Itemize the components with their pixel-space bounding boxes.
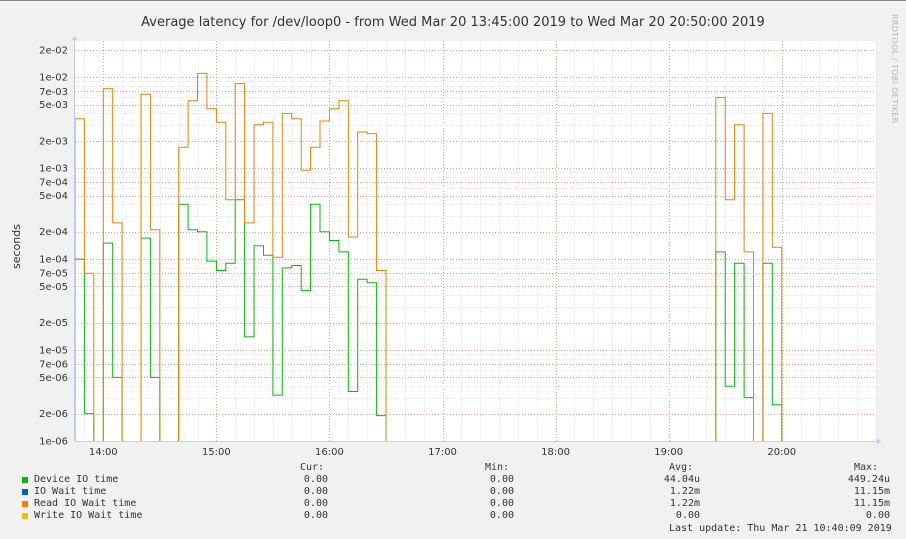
- legend-header-max: Max:: [854, 462, 879, 473]
- y-tick-label: 7e-03: [39, 87, 68, 98]
- x-tick-label: 15:00: [202, 447, 231, 458]
- axes: [71, 36, 881, 445]
- y-tick-label: 2e-04: [39, 227, 68, 238]
- rrdtool-watermark: RRDTOOL / TOBI OETIKER: [890, 14, 899, 124]
- plot-area: [75, 41, 876, 441]
- y-tick-label: 1e-04: [39, 255, 68, 266]
- last-update: Last update: Thu Mar 21 10:40:09 2019: [669, 523, 892, 534]
- y-tick-label: 2e-03: [39, 136, 68, 147]
- legend-name: Device IO time: [34, 474, 119, 485]
- y-axis-arrow: [71, 36, 78, 40]
- legend-max: 11.15m: [853, 486, 890, 497]
- y-tick-label: 1e-06: [39, 437, 68, 448]
- legend-max: 449.24u: [847, 474, 890, 485]
- x-tick-label: 20:00: [767, 447, 796, 458]
- y-tick-label: 7e-04: [39, 178, 68, 189]
- y-tick-label: 7e-06: [39, 360, 68, 371]
- legend-avg: 44.04u: [663, 474, 700, 485]
- x-tick-label: 19:00: [654, 447, 683, 458]
- legend-swatch-write-io-wait: [22, 513, 28, 519]
- top-border: [0, 0, 906, 1]
- legend-cur: 0.00: [303, 498, 328, 509]
- legend-avg: 1.22m: [669, 486, 700, 497]
- legend-avg: 0.00: [675, 510, 700, 521]
- legend-name: IO Wait time: [34, 486, 107, 497]
- series-line-device-io-time: [74, 199, 783, 441]
- y-tick-label: 2e-05: [39, 318, 68, 329]
- legend-cur: 0.00: [303, 486, 328, 497]
- latency-chart: 2e-02 1e-02 7e-03 5e-03 2e-03 1e-03 7e-04 5e-04…: [39, 36, 881, 458]
- y-tick-label: 1e-05: [39, 346, 68, 357]
- legend-row-write-io-wait: Write IO Wait time 0.00 0.00 0.00 0.00: [0, 510, 906, 522]
- y-tick-label: 2e-06: [39, 409, 68, 420]
- y-tick-label: 1e-02: [39, 73, 68, 84]
- x-tick-label: 14:00: [89, 447, 118, 458]
- legend-min: 0.00: [489, 510, 514, 521]
- legend-avg: 1.22m: [669, 498, 700, 509]
- y-tick-label: 5e-05: [39, 282, 68, 293]
- series-line-read-io-wait-time: [74, 72, 783, 441]
- legend-cur: 0.00: [303, 510, 328, 521]
- chart-title: Average latency for /dev/loop0 - from We…: [141, 15, 765, 30]
- legend-max: 11.15m: [853, 498, 890, 509]
- legend-row-device-io: Device IO time 0.00 0.00 44.04u 449.24u: [0, 474, 906, 486]
- y-tick-labels: 2e-02 1e-02 7e-03 5e-03 2e-03 1e-03 7e-04 5e-04…: [39, 45, 68, 447]
- legend-row-io-wait: IO Wait time 0.00 0.00 1.22m 11.15m: [0, 486, 906, 498]
- legend-swatch-device-io: [22, 477, 28, 483]
- x-tick-labels: 14:00 15:00 16:00 17:00 18:00 19:00 20:00: [89, 447, 796, 458]
- y-tick-label: 5e-04: [39, 191, 68, 202]
- y-tick-label: 2e-02: [39, 45, 68, 56]
- legend-swatch-io-wait: [22, 489, 28, 495]
- y-tick-label: 1e-03: [39, 164, 68, 175]
- y-tick-label: 5e-06: [39, 373, 68, 384]
- legend-name: Write IO Wait time: [34, 510, 143, 521]
- x-tick-label: 16:00: [315, 447, 344, 458]
- x-axis-arrow: [877, 438, 881, 445]
- legend: Cur: Min: Avg: Max: Device IO time 0.00 …: [0, 462, 906, 538]
- legend-name: Read IO Wait time: [34, 498, 137, 509]
- legend-row-read-io-wait: Read IO Wait time 0.00 0.00 1.22m 11.15m: [0, 498, 906, 510]
- legend-swatch-read-io-wait: [22, 501, 28, 507]
- legend-min: 0.00: [489, 486, 514, 497]
- x-tick-label: 17:00: [428, 447, 457, 458]
- legend-header-avg: Avg:: [669, 462, 694, 473]
- legend-header-cur: Cur:: [300, 462, 325, 473]
- legend-min: 0.00: [489, 498, 514, 509]
- y-tick-label: 5e-03: [39, 100, 68, 111]
- series-layer: [74, 72, 783, 441]
- legend-header-min: Min:: [485, 462, 510, 473]
- y-tick-label: 7e-05: [39, 269, 68, 280]
- x-tick-label: 18:00: [541, 447, 570, 458]
- legend-cur: 0.00: [303, 474, 328, 485]
- legend-min: 0.00: [489, 474, 514, 485]
- legend-max: 0.00: [865, 510, 890, 521]
